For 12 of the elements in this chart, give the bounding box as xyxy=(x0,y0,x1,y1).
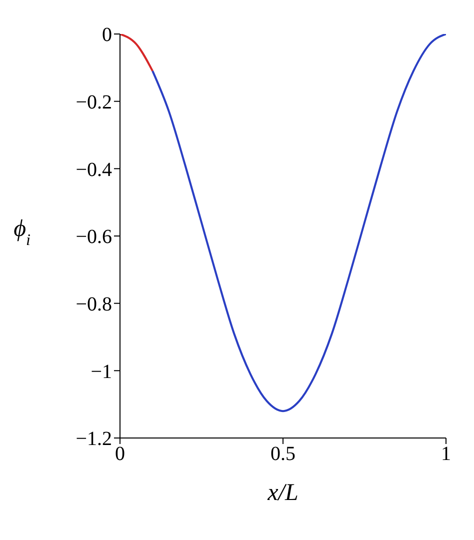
x-tick-label: 0.5 xyxy=(270,443,296,466)
y-tick-label: −0.4 xyxy=(76,158,112,181)
y-axis-title: ϕ$_{i}$ xyxy=(14,216,30,248)
y-tick-label: −1 xyxy=(90,360,112,383)
y-tick-label: −0.6 xyxy=(76,226,112,248)
y-tick-label: −0.8 xyxy=(76,293,112,316)
y-tick-label: −0.2 xyxy=(76,91,112,114)
y-tick-label: 0 xyxy=(102,24,112,46)
x-axis-title: x/L xyxy=(266,480,298,506)
y-tick-label: −1.2 xyxy=(76,428,112,450)
line-series xyxy=(152,34,446,412)
x-tick-label: 1 xyxy=(441,443,451,466)
